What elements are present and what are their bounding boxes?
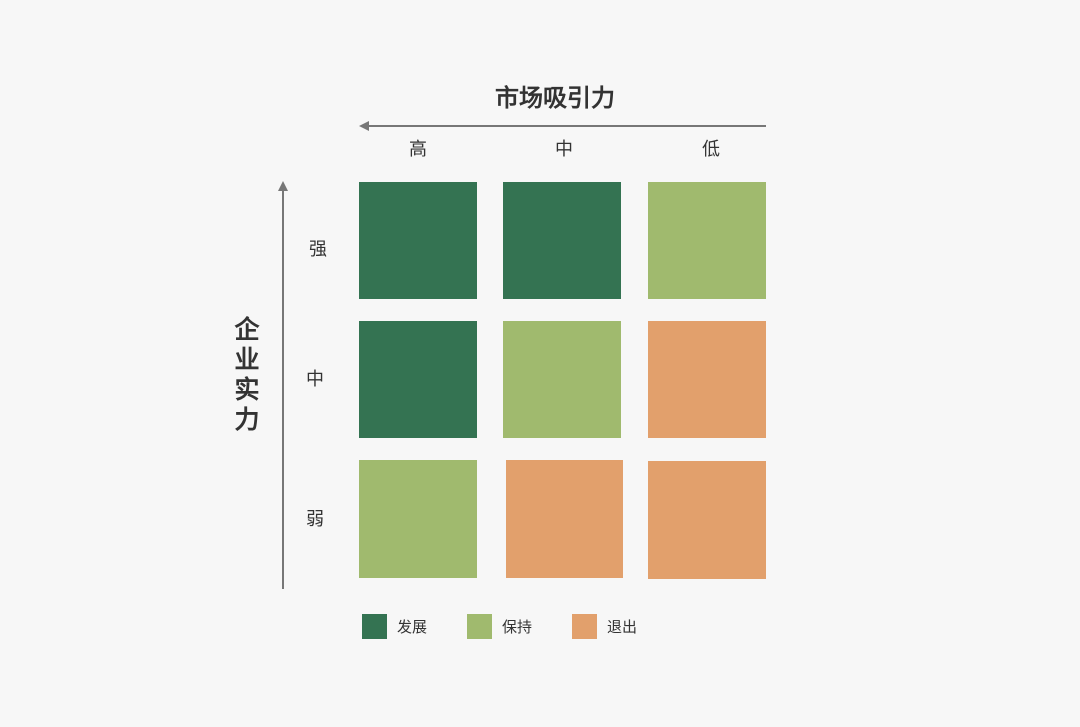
cell-r1-c1 — [503, 321, 621, 438]
x-tick-low: 低 — [702, 139, 720, 160]
y-title-char: 业 — [234, 345, 260, 374]
legend-swatch-hold — [467, 614, 492, 639]
y-title-char: 企 — [234, 315, 260, 344]
x-tick-mid: 中 — [555, 139, 573, 160]
legend-item-exit: 退出 — [572, 614, 637, 639]
cell-r2-c0 — [359, 460, 477, 578]
legend-item-hold: 保持 — [467, 614, 532, 639]
legend-label-hold: 保持 — [502, 618, 533, 636]
y-axis-arrow — [278, 181, 288, 589]
legend-label-exit: 退出 — [607, 618, 638, 636]
y-title-char: 力 — [234, 405, 260, 434]
cell-r0-c0 — [359, 182, 477, 299]
y-tick-weak: 弱 — [306, 509, 324, 530]
legend-swatch-develop — [362, 614, 387, 639]
cell-r2-c1 — [506, 460, 623, 578]
cell-r2-c2 — [648, 461, 766, 579]
cell-r1-c0 — [359, 321, 477, 438]
x-tick-high: 高 — [409, 139, 427, 160]
cell-r0-c1 — [503, 182, 621, 299]
y-tick-mid: 中 — [306, 369, 324, 390]
legend-swatch-exit — [572, 614, 597, 639]
cell-r0-c2 — [648, 182, 766, 299]
legend-item-develop: 发展 — [362, 614, 427, 639]
y-axis-title: 企 业 实 力 — [222, 315, 272, 435]
y-title-char: 实 — [234, 375, 260, 404]
x-axis-title: 市场吸引力 — [495, 84, 615, 112]
y-tick-strong: 强 — [309, 239, 327, 260]
legend-label-develop: 发展 — [397, 618, 428, 636]
x-axis-arrow — [359, 121, 766, 131]
cell-r1-c2 — [648, 321, 766, 438]
